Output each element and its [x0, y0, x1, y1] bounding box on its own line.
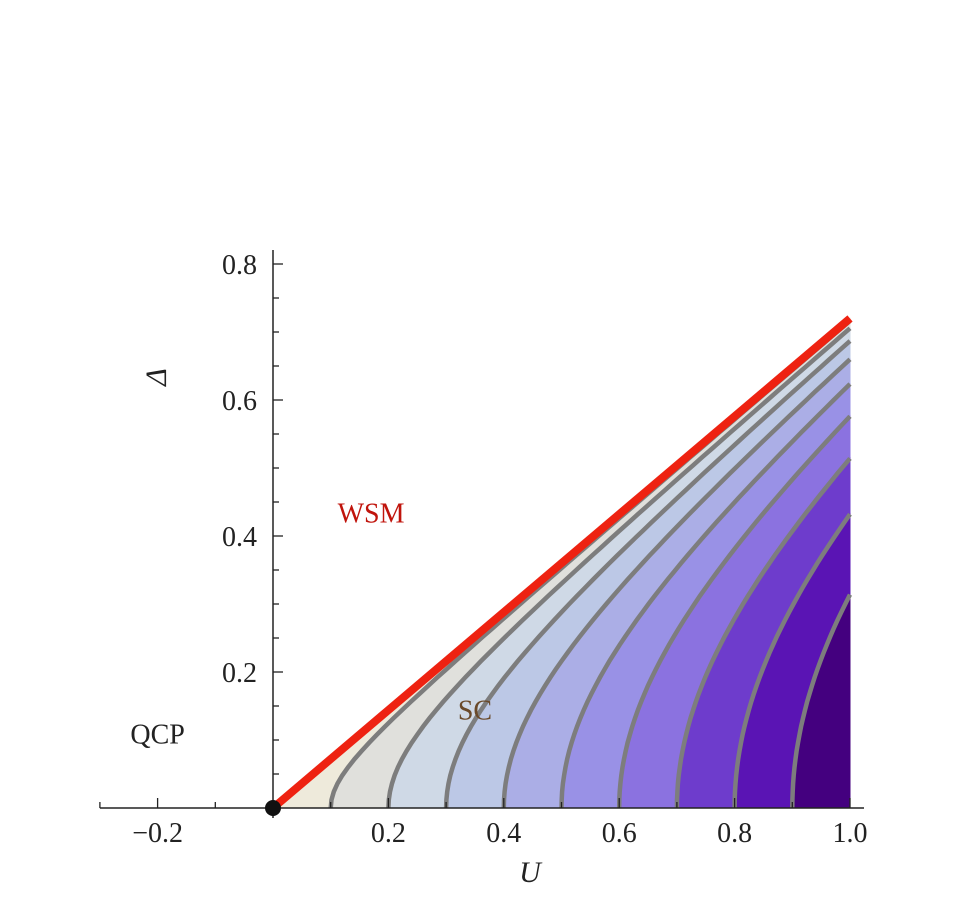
- contour-line: [790, 593, 853, 809]
- critical-point-marker: [265, 800, 281, 816]
- phase-boundary-line: [270, 315, 853, 812]
- y-tick-label: 0.6: [222, 386, 257, 417]
- contour-line: [501, 357, 852, 809]
- y-tick-label: 0.8: [222, 250, 257, 281]
- axis-ticks: [99, 263, 851, 808]
- y-tick-labels: 0.2 0.4 0.6 0.8: [222, 250, 257, 689]
- contour-line: [559, 382, 852, 809]
- contour-line: [732, 512, 852, 809]
- x-tick-label: 0.4: [486, 818, 521, 849]
- contour-line: [616, 414, 852, 809]
- contour-line: [386, 326, 852, 809]
- region-label-sc: SC: [458, 696, 492, 727]
- x-tick-label: −0.2: [132, 818, 183, 849]
- x-tick-label: 1.0: [833, 818, 868, 849]
- x-axis-label: U: [519, 856, 543, 889]
- x-tick-labels: −0.2 0.2 0.4 0.6 0.8 1.0: [132, 818, 867, 849]
- region-annotations: WSM SC QCP: [130, 498, 492, 750]
- x-tick-label: 0.8: [717, 818, 752, 849]
- contour-lines: [328, 319, 853, 809]
- y-axis-label: Δ: [140, 368, 173, 387]
- x-tick-label: 0.6: [602, 818, 637, 849]
- region-label-qcp: QCP: [130, 719, 184, 750]
- y-tick-label: 0.4: [222, 522, 257, 553]
- region-label-wsm: WSM: [338, 498, 405, 529]
- x-tick-label: 0.2: [371, 818, 406, 849]
- y-tick-label: 0.2: [222, 658, 257, 689]
- axes: [99, 250, 864, 818]
- contour-line: [443, 339, 852, 809]
- contour-line: [674, 456, 852, 809]
